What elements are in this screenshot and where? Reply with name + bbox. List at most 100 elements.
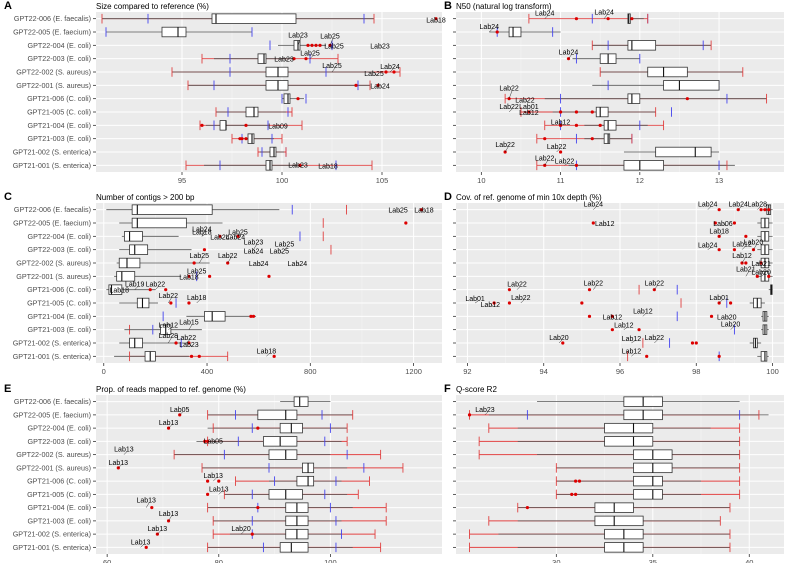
box-9: Lab09 (199, 120, 303, 131)
box-iqr (118, 257, 141, 269)
outlier-point (272, 354, 276, 358)
box-8 (215, 106, 293, 118)
outlier-point (717, 208, 721, 212)
label-leader (123, 451, 128, 455)
label-leader (631, 353, 635, 357)
box-iqr (116, 271, 136, 282)
box-12 (469, 542, 731, 553)
label-leader (168, 327, 172, 330)
outlier-point (206, 492, 210, 496)
lab-label: Lab25 (300, 51, 320, 58)
y-tick-label: GPT21-005 (C. coli) (27, 108, 91, 117)
label-leader (196, 299, 200, 304)
label-leader (186, 339, 190, 344)
y-tick-label: GPT22-003 (E. coli) (27, 54, 91, 63)
panel-letter: C (4, 191, 12, 203)
y-tick-label: GPT22-006 (E. faecalis) (14, 205, 91, 214)
outlier-point (492, 301, 496, 305)
y-tick-label: GPT21-002 (S. enterica) (13, 148, 91, 157)
outlier-point (495, 30, 499, 34)
lab-label: Lab23 (370, 43, 390, 50)
outlier-point (296, 97, 300, 101)
box-10: Lab12 Lab20 (610, 322, 769, 335)
label-leader (118, 464, 122, 469)
box-8 (555, 489, 741, 500)
outlier-point (587, 314, 592, 318)
x-tick-label: 96 (616, 367, 624, 376)
panel-f: F Q-score R2 30 35 40 Lab23 (444, 383, 784, 563)
label-leader (761, 274, 765, 277)
lab-label: Lab23 (288, 32, 308, 39)
lab-label: Lab24 (288, 261, 308, 268)
label-leader (484, 411, 489, 416)
outlier-point (763, 208, 767, 212)
box-6: Lab24 (187, 80, 390, 91)
lab-label: Lab01 (709, 295, 729, 302)
panel-background (96, 203, 442, 363)
box-4: Lab24 (559, 50, 641, 64)
lab-label: Lab24 (584, 202, 604, 209)
lab-label: Lab28 (748, 202, 768, 209)
outlier-point (256, 426, 260, 430)
box-2 (105, 26, 253, 38)
outlier-point (759, 208, 763, 212)
label-leader (188, 324, 193, 330)
y-tick-label: GPT22-005 (E. faecium) (13, 28, 91, 37)
y-tick-label: GPT22-004 (E. coli) (27, 424, 91, 433)
label-leader (253, 244, 257, 250)
outlier-point (574, 123, 579, 127)
outlier-point (767, 274, 771, 278)
label-leader (730, 326, 734, 330)
label-leader (654, 285, 658, 290)
box-5 (478, 449, 741, 460)
box-6 (592, 80, 720, 91)
box-5: Lab25 Lab22 Lab24 Lab24 (116, 253, 308, 269)
box-1: Lab25 Lab18 (106, 204, 434, 215)
x-tick-label: 10 (477, 176, 485, 185)
x-tick-label: 800 (304, 367, 317, 376)
label-leader (558, 339, 563, 344)
label-leader (297, 165, 302, 168)
lab-label: Lab12 (603, 314, 623, 321)
outlier-point (525, 506, 529, 510)
label-leader (568, 54, 572, 59)
lab-label: Lab01 (465, 296, 485, 303)
box-11: Lab13 Lab20 (148, 526, 376, 540)
outlier-point (580, 301, 584, 305)
lab-label: Lab12 (633, 308, 653, 315)
outlier-point (240, 137, 244, 141)
lab-label: Lab22 (584, 281, 604, 288)
lab-label: Lab18 (179, 274, 199, 281)
outlier-point (767, 208, 771, 212)
box-iqr (257, 409, 298, 421)
label-leader (218, 491, 222, 495)
lab-label: Lab23 (475, 407, 495, 414)
label-leader (235, 236, 239, 240)
y-tick-label: GPT21-005 (C. coli) (27, 490, 91, 499)
box-7: Lab19 Lab22 Lab18 (106, 282, 168, 295)
label-leader (612, 316, 616, 320)
outlier-point (200, 123, 204, 127)
label-leader (219, 236, 224, 240)
box-iqr (627, 40, 657, 51)
outlier-point (630, 17, 634, 21)
box-iqr (211, 13, 297, 24)
label-leader (593, 285, 597, 290)
panel-title: Number of contigs > 200 bp (96, 193, 195, 202)
label-leader (520, 299, 524, 304)
lab-label: Lab13 (109, 460, 129, 467)
y-tick-label: GPT21-003 (E. coli) (27, 134, 91, 143)
lab-label: Lab22 (499, 86, 519, 93)
lab-label: Lab22 (555, 158, 575, 165)
lab-label: Lab22 (499, 104, 519, 111)
label-leader (283, 58, 288, 62)
outlier-point (256, 506, 260, 510)
label-leader (168, 297, 172, 304)
panel-title: N50 (natural log transform) (456, 2, 552, 11)
lab-label: Lab24 (480, 24, 500, 31)
panel-background (456, 12, 784, 172)
outlier-point (226, 261, 230, 265)
outlier-point (202, 248, 207, 252)
y-tick-label: GPT21-002 (S. enterica) (13, 339, 91, 348)
